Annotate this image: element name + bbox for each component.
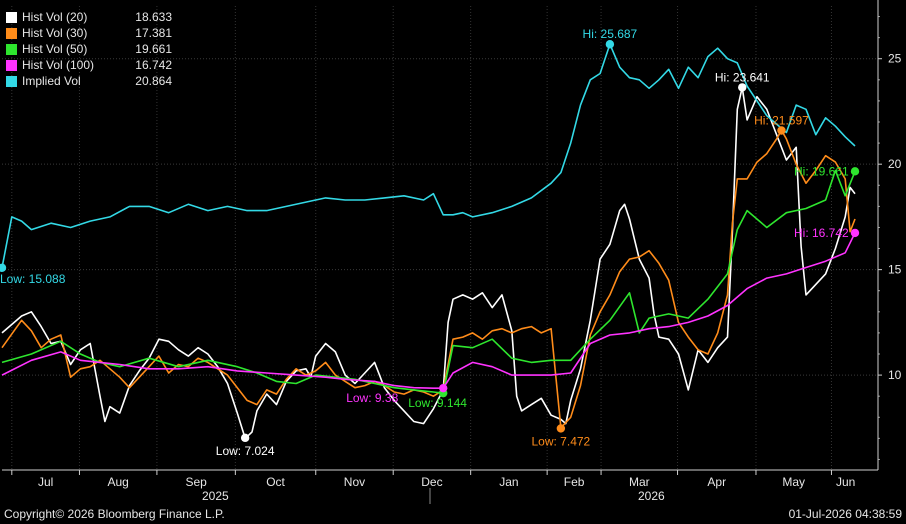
annotation-label: Hi: 16.742	[794, 226, 849, 240]
annotation-label: Hi: 19.661	[794, 164, 849, 178]
annotation-marker	[556, 424, 566, 433]
ytick-label: 20	[888, 157, 902, 171]
annotation-marker	[439, 383, 448, 393]
copyright-text: Copyright© 2026 Bloomberg Finance L.P.	[4, 507, 225, 521]
legend-item: Hist Vol (100) 16.742	[6, 57, 172, 73]
month-label: Jun	[836, 475, 855, 489]
legend-name: Hist Vol (100)	[22, 58, 95, 72]
legend-swatch	[6, 59, 17, 71]
legend-swatch	[6, 27, 17, 39]
annotations: Low: 15.088 Hi: 25.687 Low: 7.024 Hi: 23.64…	[0, 27, 860, 458]
ytick-label: 10	[888, 368, 902, 382]
legend-swatch	[6, 43, 17, 55]
legend-swatch	[6, 75, 17, 87]
month-label: Oct	[266, 475, 285, 489]
year-label-2026: 2026	[638, 489, 665, 503]
legend-item: Implied Vol 20.864	[6, 73, 172, 89]
annotation-marker	[777, 126, 786, 135]
legend-item: Hist Vol (30) 17.381	[6, 25, 172, 41]
year-label-2025: 2025	[202, 489, 229, 503]
series-line-1	[1, 86, 856, 440]
series-line-2	[1, 129, 856, 429]
legend-name: Hist Vol (20)	[22, 10, 88, 24]
annotation-marker	[240, 433, 250, 443]
legend-value: 18.633	[135, 10, 172, 24]
series-line-4	[1, 232, 856, 389]
ytick-label: 25	[888, 52, 902, 66]
month-label: Jul	[38, 475, 53, 489]
series-line-5	[1, 43, 856, 268]
legend-value: 17.381	[135, 26, 172, 40]
legend-item: Hist Vol (50) 19.661	[6, 41, 172, 57]
legend-name: Hist Vol (50)	[22, 42, 88, 56]
month-label: Sep	[185, 475, 207, 489]
series-line-3	[1, 169, 856, 394]
annotation-marker	[605, 40, 615, 49]
legend-value: 19.661	[135, 42, 172, 56]
annotation-label: Hi: 21.597	[754, 113, 809, 127]
annotation-label: Low: 9.144	[408, 396, 467, 410]
annotation-label: Low: 7.024	[216, 444, 275, 458]
annotation-label: Hi: 25.687	[583, 27, 638, 41]
annotation-label: Low: 7.472	[532, 434, 591, 448]
ytick-label: 15	[888, 263, 902, 277]
month-label: Aug	[108, 475, 129, 489]
month-label: Jan	[499, 475, 518, 489]
annotation-marker	[738, 83, 747, 92]
legend-swatch	[6, 11, 17, 23]
month-label: Dec	[421, 475, 442, 489]
series-layer	[1, 43, 856, 440]
legend: Hist Vol (20) 18.633 Hist Vol (30) 17.381 Hi…	[6, 9, 172, 89]
grid	[2, 6, 878, 470]
annotation-marker	[0, 263, 7, 272]
annotation-label: Low: 15.088	[0, 272, 66, 286]
annotation-marker	[850, 167, 860, 176]
annotation-label: Low: 9.38	[346, 391, 398, 405]
annotation-marker	[850, 228, 860, 238]
legend-name: Hist Vol (30)	[22, 26, 88, 40]
legend-item: Hist Vol (20) 18.633	[6, 9, 172, 25]
annotation-label: Hi: 23.641	[715, 70, 770, 84]
timestamp-text: 01-Jul-2026 04:38:59	[788, 507, 902, 521]
month-label: Mar	[629, 475, 650, 489]
month-label: Nov	[344, 475, 365, 489]
legend-value: 16.742	[135, 58, 172, 72]
month-label: Apr	[707, 475, 726, 489]
month-label: Feb	[564, 475, 585, 489]
legend-value: 20.864	[135, 74, 172, 88]
month-label: May	[782, 475, 805, 489]
legend-name: Implied Vol	[22, 74, 81, 88]
